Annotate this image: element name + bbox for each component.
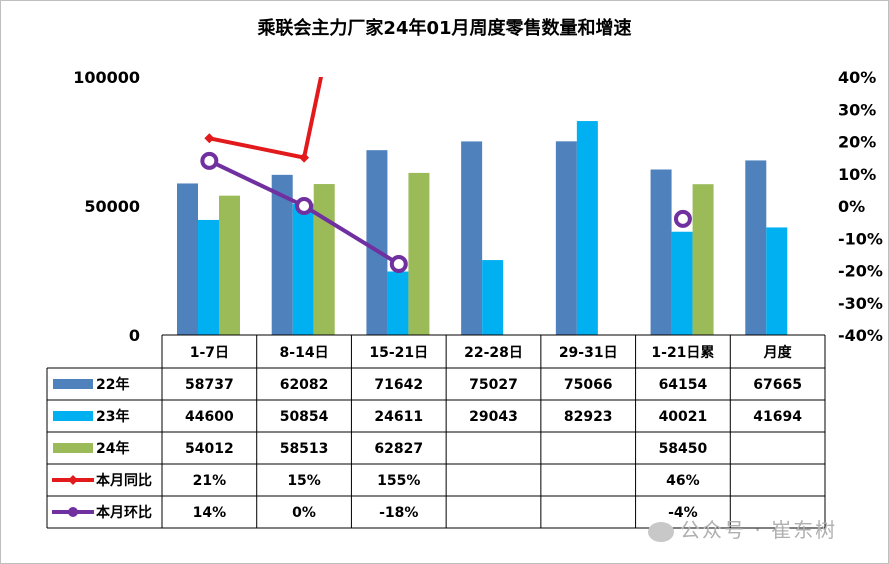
bar-22年 <box>555 141 577 335</box>
legend-label: 24年 <box>96 440 129 457</box>
bar-23年 <box>387 271 409 335</box>
legend-swatch <box>53 411 93 421</box>
left-tick-label: 100000 <box>73 68 140 87</box>
right-tick-label: -40% <box>838 326 883 345</box>
data-label: 75066 <box>564 377 613 393</box>
data-label: 71642 <box>374 377 423 393</box>
data-label: 46% <box>666 473 700 489</box>
data-label: 40021 <box>659 409 708 425</box>
legend-label: 本月同比 <box>96 472 152 489</box>
data-label: 50854 <box>280 409 329 425</box>
data-label: 21% <box>193 473 227 489</box>
right-tick-label: 30% <box>838 100 876 119</box>
line-本月同比 <box>208 77 324 160</box>
legend-label: 本月环比 <box>96 504 152 521</box>
data-label: 15% <box>287 473 321 489</box>
data-label: 0% <box>292 505 316 521</box>
right-tick-label: 20% <box>838 133 876 152</box>
marker-本月环比 <box>295 197 314 215</box>
category-label: 22-28日 <box>464 345 523 361</box>
wechat-icon <box>648 521 674 542</box>
left-tick-label: 0 <box>129 326 140 345</box>
right-tick-label: -20% <box>838 262 883 281</box>
category-label: 15-21日 <box>369 345 428 361</box>
chart-title: 乘联会主力厂家24年01月周度零售数量和增速 <box>257 18 632 39</box>
data-label: -18% <box>379 505 418 521</box>
marker-本月环比 <box>389 255 408 274</box>
data-label: 58513 <box>280 441 329 457</box>
category-label: 8-14日 <box>280 345 329 361</box>
category-label: 月度 <box>763 344 793 361</box>
marker-本月同比 <box>299 152 310 163</box>
right-tick-label: 10% <box>838 165 876 184</box>
left-tick-label: 50000 <box>84 197 140 216</box>
bar-24年 <box>692 184 714 335</box>
bar-23年 <box>482 260 504 335</box>
watermark-text: 公众号 · 崔东树 <box>680 518 838 542</box>
marker-本月同比 <box>678 53 688 63</box>
bar-22年 <box>177 183 198 335</box>
right-tick-label: -10% <box>838 229 883 248</box>
category-label: 1-21日累 <box>651 345 714 361</box>
data-label: 41694 <box>753 409 802 425</box>
legend-label: 22年 <box>96 376 129 393</box>
data-label: 44600 <box>185 409 234 425</box>
data-label: 29043 <box>469 409 518 425</box>
bar-23年 <box>198 219 219 335</box>
data-label: 58450 <box>659 441 708 457</box>
legend-swatch <box>53 379 93 389</box>
bar-22年 <box>745 160 767 335</box>
data-label: 67665 <box>753 377 802 393</box>
right-tick-label: -30% <box>838 294 883 313</box>
watermark: 公众号 · 崔东树 <box>648 514 837 543</box>
bar-22年 <box>271 174 293 335</box>
right-tick-label: 0% <box>838 197 865 216</box>
bar-22年 <box>366 150 388 335</box>
data-label: -4% <box>668 505 698 521</box>
bar-24年 <box>408 172 430 335</box>
data-label: 54012 <box>185 441 234 457</box>
bar-24年 <box>219 195 240 335</box>
legend-swatch <box>53 443 93 453</box>
right-tick-label: 40% <box>838 68 876 87</box>
legend-label: 23年 <box>96 408 129 425</box>
bar-23年 <box>766 227 788 335</box>
data-label: 58737 <box>185 377 234 393</box>
data-label: 62827 <box>374 441 423 457</box>
data-label: 155% <box>377 473 420 489</box>
legend-marker <box>68 475 78 485</box>
data-label: 62082 <box>280 377 329 393</box>
bar-24年 <box>313 184 335 335</box>
bar-23年 <box>576 121 598 336</box>
data-label: 82923 <box>564 409 613 425</box>
legend-marker <box>68 507 78 517</box>
category-label: 29-31日 <box>559 345 618 361</box>
bar-22年 <box>461 141 483 335</box>
data-label: 75027 <box>469 377 518 393</box>
data-label: 24611 <box>374 409 423 425</box>
data-label: 64154 <box>659 377 708 393</box>
data-label: 14% <box>193 505 227 521</box>
bar-23年 <box>292 203 314 335</box>
marker-本月同比 <box>204 133 215 144</box>
category-label: 1-7日 <box>190 345 229 361</box>
bar-22年 <box>650 169 672 335</box>
marker-本月环比 <box>200 151 219 170</box>
bar-23年 <box>671 231 693 335</box>
marker-本月环比 <box>673 209 692 228</box>
